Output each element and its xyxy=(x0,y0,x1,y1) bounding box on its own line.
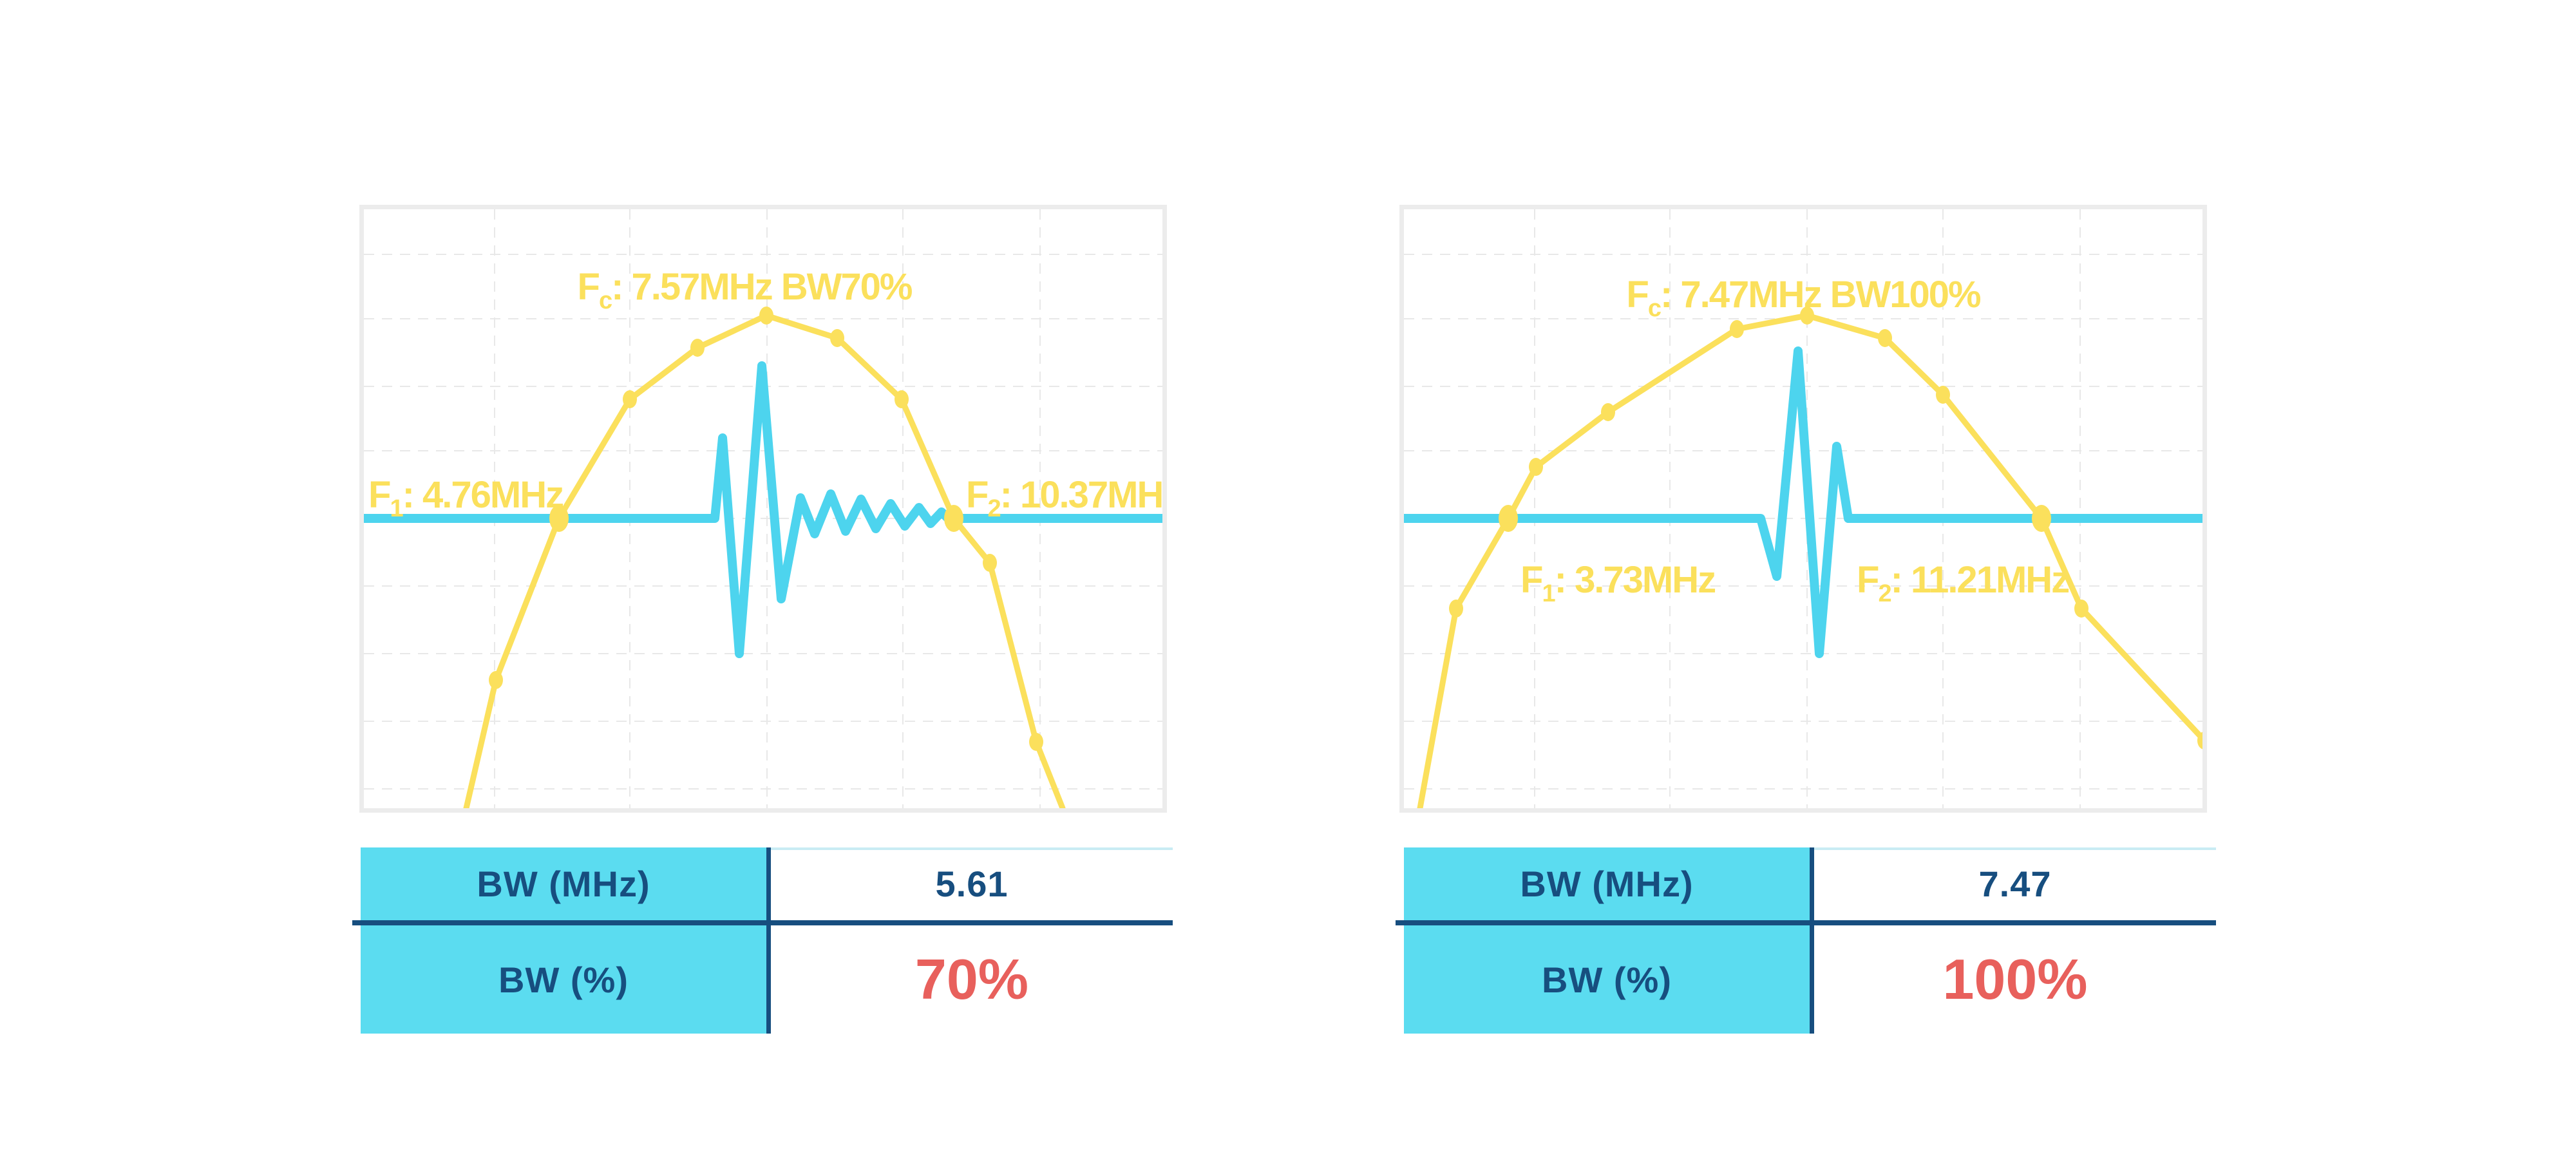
pulse-waveform xyxy=(1404,346,2202,658)
data-point-marker xyxy=(1730,320,1744,338)
bw-mhz-value: 5.61 xyxy=(935,864,1009,904)
bandwidth-crossing-marker xyxy=(2032,505,2051,532)
data-point-marker xyxy=(623,390,637,408)
bw-pct-label-cell: BW (%) xyxy=(361,925,766,1034)
chart-panel-bw100: Fc: 7.47MHz BW100% F1: 3.73MHz F2: 11.21MH… xyxy=(1399,205,2207,813)
bw-mhz-value-cell: 5.61 xyxy=(771,847,1173,920)
data-point-marker xyxy=(2197,732,2202,750)
table-header-column xyxy=(361,847,766,1034)
bandwidth-crossing-marker xyxy=(944,505,963,532)
table-vertical-divider xyxy=(766,847,771,1034)
data-point-marker xyxy=(983,554,997,572)
data-point-marker xyxy=(830,329,844,347)
bandwidth-crossing-marker xyxy=(549,505,569,532)
chart-title-label: Fc: 7.57MHz BW70% xyxy=(578,266,913,314)
table-header-column xyxy=(1404,847,1810,1034)
f2-frequency-label: F2: 11.21MHz xyxy=(1857,559,2069,607)
data-point-marker xyxy=(2074,600,2088,618)
spectrum-chart-bw100: Fc: 7.47MHz BW100% F1: 3.73MHz F2: 11.21MH… xyxy=(1404,209,2202,808)
chart-panel-bw70: Fc: 7.57MHz BW70% F1: 4.76MHz F2: 10.37MHz xyxy=(359,205,1167,813)
bw-mhz-label-cell: BW (MHz) xyxy=(361,847,766,920)
data-point-marker xyxy=(690,339,705,357)
bw-mhz-value-cell: 7.47 xyxy=(1814,847,2216,920)
bw-mhz-label: BW (MHz) xyxy=(477,864,650,904)
bw-pct-label: BW (%) xyxy=(1542,959,1672,1000)
spectrum-chart-bw70: Fc: 7.57MHz BW70% F1: 4.76MHz F2: 10.37MHz xyxy=(364,209,1162,808)
bw-pct-label-cell: BW (%) xyxy=(1404,925,1810,1034)
bw-table-left: BW (MHz) 5.61 BW (%) 70% xyxy=(352,847,1173,1034)
table-row-divider xyxy=(1396,920,2216,925)
f2-frequency-label: F2: 10.37MHz xyxy=(966,474,1162,522)
f1-frequency-label: F1: 3.73MHz xyxy=(1520,559,1715,607)
data-point-marker xyxy=(1601,403,1615,421)
bw-pct-value-cell: 70% xyxy=(771,925,1173,1034)
data-point-marker xyxy=(489,671,503,689)
bw-pct-label: BW (%) xyxy=(498,959,629,1000)
f1-frequency-label: F1: 4.76MHz xyxy=(368,474,563,522)
table-top-rule xyxy=(1814,847,2216,850)
data-point-marker xyxy=(1936,386,1950,404)
table-vertical-divider xyxy=(1810,847,1814,1034)
data-point-marker xyxy=(1800,307,1814,325)
bw-mhz-label-cell: BW (MHz) xyxy=(1404,847,1810,920)
bw-mhz-label: BW (MHz) xyxy=(1520,864,1694,904)
data-point-marker xyxy=(895,390,909,408)
table-top-rule xyxy=(771,847,1173,850)
bw-mhz-value: 7.47 xyxy=(1978,864,2052,904)
bandwidth-crossing-marker xyxy=(1499,505,1518,532)
bw-pct-value: 70% xyxy=(914,947,1029,1011)
data-point-marker xyxy=(759,307,773,325)
bw-pct-value: 100% xyxy=(1942,947,2088,1011)
data-point-marker xyxy=(1449,600,1463,618)
bw-table-right: BW (MHz) 7.47 BW (%) 100% xyxy=(1396,847,2216,1034)
table-row-divider xyxy=(352,920,1173,925)
chart-title-label: Fc: 7.47MHz BW100% xyxy=(1626,274,1981,322)
spectrum-curve xyxy=(1417,312,2202,808)
bw-pct-value-cell: 100% xyxy=(1814,925,2216,1034)
data-point-marker xyxy=(1529,458,1543,476)
data-point-marker xyxy=(1029,733,1043,751)
data-point-marker xyxy=(1878,329,1892,347)
spectrum-curve xyxy=(463,312,1066,808)
